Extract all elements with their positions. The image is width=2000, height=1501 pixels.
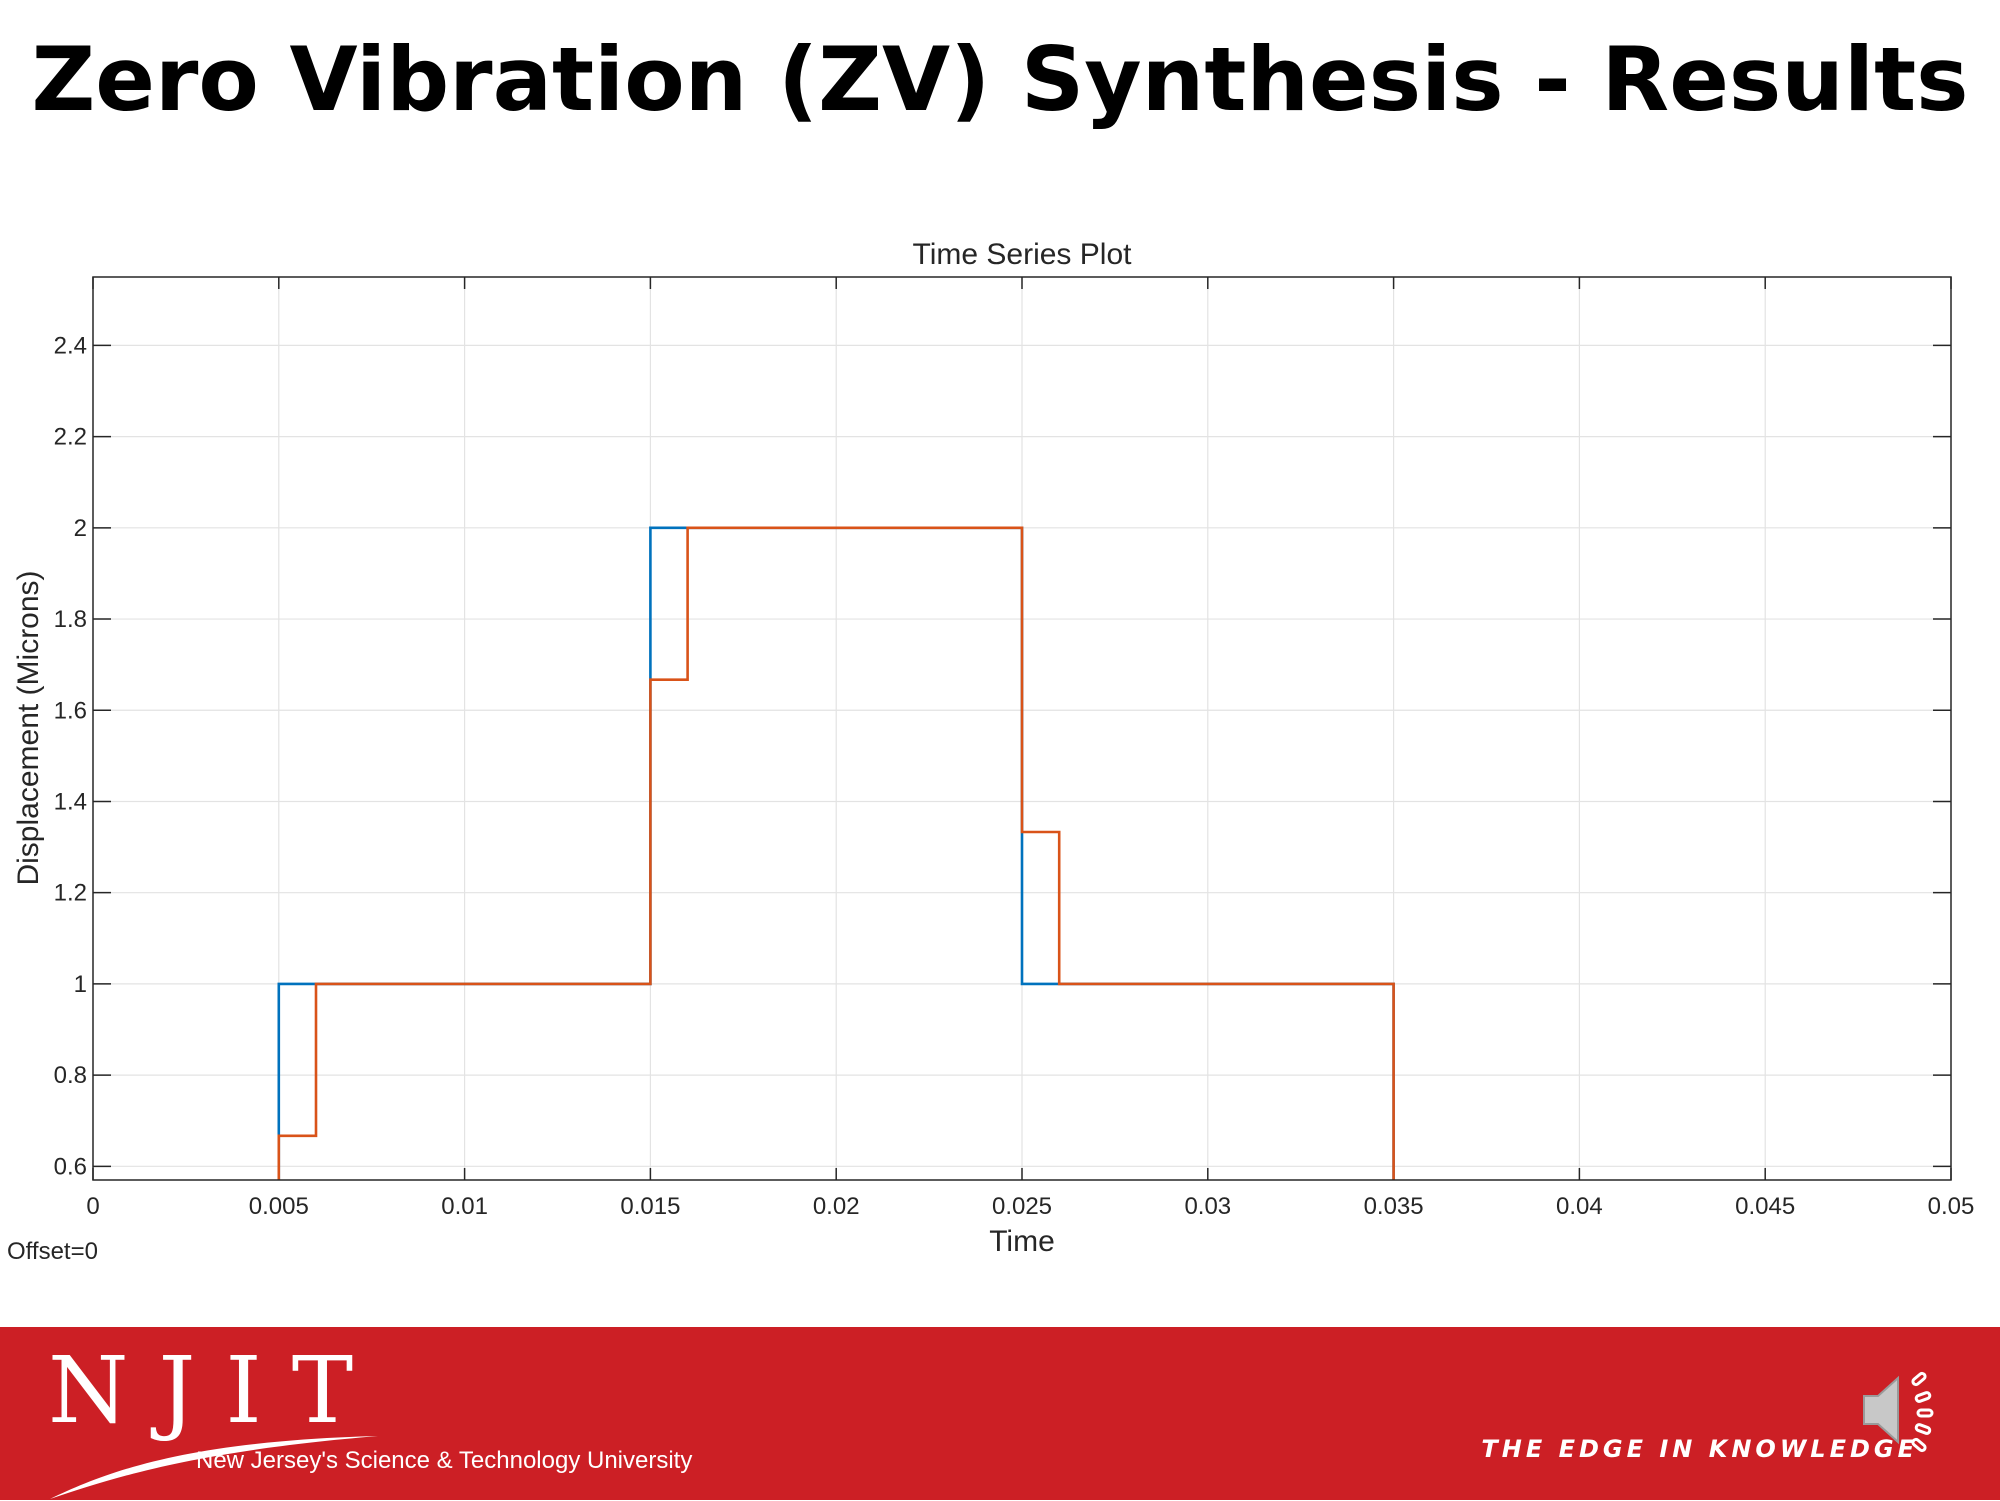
x-axis-label: Time — [989, 1225, 1055, 1258]
x-tick-label: 0.035 — [1364, 1193, 1424, 1220]
x-tick-label: 0.01 — [441, 1193, 488, 1220]
footer-bar: NJIT New Jersey's Science & Technology U… — [0, 1327, 2000, 1500]
y-tick-label: 2.2 — [54, 424, 87, 451]
x-tick-label: 0.02 — [813, 1193, 860, 1220]
time-series-chart: 0 0.005 0.01 0.015 0.02 0.025 0.03 0.035 0.04 0.0… — [7, 238, 1974, 1265]
y-tick-label: 1.6 — [54, 697, 87, 724]
y-axis-label: Displacement (Microns) — [12, 570, 45, 885]
x-tick-labels: 0 0.005 0.01 0.015 0.02 0.025 0.03 0.035 0.04 0.0… — [86, 1193, 1974, 1220]
x-tick-label: 0.015 — [620, 1193, 680, 1220]
y-tick-label: 0.8 — [54, 1062, 87, 1089]
y-tick-label: 1.8 — [54, 606, 87, 633]
y-tick-label: 2 — [74, 515, 87, 542]
y-tick-labels: 0.6 0.8 1 1.2 1.4 1.6 1.8 2 2.2 2.4 — [54, 332, 87, 1180]
data-series — [277, 526, 1395, 1180]
x-tick-label: 0.05 — [1928, 1193, 1975, 1220]
y-tick-label: 1.2 — [54, 880, 87, 907]
x-tick-label: 0.03 — [1184, 1193, 1231, 1220]
logo-letters: NJIT — [48, 1337, 384, 1444]
y-tick-label: 2.4 — [54, 332, 87, 359]
y-tick-label: 0.6 — [54, 1153, 87, 1180]
offset-annotation: Offset=0 — [7, 1238, 98, 1265]
speaker-icon[interactable] — [1860, 1360, 1940, 1460]
njit-logo: NJIT New Jersey's Science & Technology U… — [48, 1337, 748, 1499]
y-tick-label: 1.4 — [54, 788, 87, 815]
x-tick-label: 0.005 — [249, 1193, 309, 1220]
x-tick-label: 0.025 — [992, 1193, 1052, 1220]
logo-tagline: New Jersey's Science & Technology Univer… — [196, 1447, 693, 1474]
footer-motto: THE EDGE IN KNOWLEDGE — [1481, 1435, 1918, 1463]
x-tick-label: 0 — [86, 1193, 99, 1220]
slide-title: Zero Vibration (ZV) Synthesis - Results — [31, 28, 1969, 131]
x-tick-label: 0.04 — [1556, 1193, 1603, 1220]
series-line-2 — [277, 526, 1395, 1180]
plot-frame — [92, 276, 1952, 1181]
x-tick-label: 0.045 — [1735, 1193, 1795, 1220]
chart-title: Time Series Plot — [913, 238, 1133, 271]
y-tick-label: 1 — [74, 971, 87, 998]
